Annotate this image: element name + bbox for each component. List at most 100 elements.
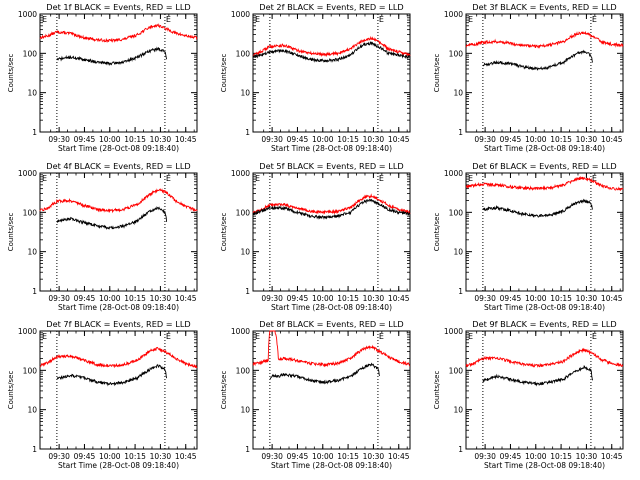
- panel-title: Det 6f BLACK = Events, RED = LLD: [472, 161, 616, 171]
- axes-frame: [252, 330, 411, 450]
- x-axis-label: Start Time (28-Oct-08 09:18:40): [484, 144, 605, 153]
- y-tick-label: 10: [27, 89, 37, 98]
- events-series-line: [252, 41, 411, 63]
- y-tick-label: 1: [458, 128, 463, 137]
- y-tick-label: 1000: [444, 169, 463, 178]
- x-tick-label: 10:00: [99, 135, 121, 144]
- x-axis-label: Start Time (28-Oct-08 09:18:40): [484, 303, 605, 312]
- y-axis-label: Counts/sec: [433, 213, 441, 252]
- panel-title: Det 8f BLACK = Events, RED = LLD: [259, 319, 403, 329]
- x-axis-label: Start Time (28-Oct-08 09:18:40): [58, 461, 179, 470]
- events-series-line: [269, 362, 381, 385]
- y-tick-label: 1000: [18, 10, 37, 19]
- marker-e-label: E: [592, 15, 597, 24]
- y-tick-label: 100: [236, 208, 251, 217]
- y-tick-label: 10: [240, 248, 250, 257]
- marker-e-label: E: [379, 174, 384, 183]
- axes-frame: [252, 13, 411, 133]
- x-tick-label: 09:30: [48, 294, 70, 303]
- y-axis-label: Counts/sec: [220, 213, 228, 252]
- y-axis-label: Counts/sec: [7, 371, 15, 410]
- y-tick-label: 1: [458, 287, 463, 296]
- y-tick-label: 100: [449, 366, 464, 375]
- panel-title: Det 3f BLACK = Events, RED = LLD: [472, 2, 616, 12]
- x-tick-label: 10:00: [312, 294, 334, 303]
- events-series-line: [482, 365, 594, 387]
- x-tick-label: 10:15: [337, 294, 359, 303]
- x-tick-label: 10:15: [124, 452, 146, 461]
- x-tick-label: 10:30: [150, 294, 172, 303]
- marker-e-label: E: [592, 332, 597, 341]
- y-tick-label: 100: [23, 49, 38, 58]
- x-tick-label: 09:30: [474, 452, 496, 461]
- panel-title: Det 5f BLACK = Events, RED = LLD: [259, 161, 403, 171]
- y-tick-label: 10: [27, 248, 37, 257]
- y-axis-label: Counts/sec: [7, 54, 15, 93]
- x-tick-label: 10:00: [99, 294, 121, 303]
- marker-e-label: E: [166, 332, 171, 341]
- lld-series-line: [465, 30, 624, 49]
- x-tick-label: 09:45: [500, 294, 522, 303]
- x-tick-label: 10:30: [363, 294, 385, 303]
- x-tick-label: 10:15: [337, 452, 359, 461]
- marker-e-label: E: [592, 174, 597, 183]
- y-tick-label: 10: [240, 406, 250, 415]
- y-tick-label: 100: [23, 366, 38, 375]
- x-tick-label: 09:45: [500, 452, 522, 461]
- panel-title: Det 1f BLACK = Events, RED = LLD: [46, 2, 190, 12]
- x-tick-label: 10:45: [601, 294, 623, 303]
- panel-det-9: Det 9f BLACK = Events, RED = LLD 1 10 100 10…: [433, 319, 624, 470]
- marker-e-label: E: [379, 332, 384, 341]
- y-tick-label: 1: [32, 128, 37, 137]
- y-tick-label: 10: [240, 89, 250, 98]
- lld-series-line: [39, 23, 198, 44]
- y-tick-label: 1000: [231, 327, 250, 336]
- x-axis-label: Start Time (28-Oct-08 09:18:40): [271, 461, 392, 470]
- x-tick-label: 09:30: [48, 135, 70, 144]
- x-tick-label: 10:15: [124, 135, 146, 144]
- marker-e-label: E: [255, 332, 260, 341]
- panel-title: Det 4f BLACK = Events, RED = LLD: [46, 161, 190, 171]
- panel-det-3: Det 3f BLACK = Events, RED = LLD 1 10 100 10…: [433, 2, 624, 153]
- x-tick-label: 09:45: [74, 452, 96, 461]
- x-tick-label: 10:45: [175, 452, 197, 461]
- y-tick-label: 1: [245, 128, 250, 137]
- x-tick-label: 10:00: [312, 135, 334, 144]
- y-tick-label: 1000: [231, 10, 250, 19]
- marker-e-label: E: [166, 174, 171, 183]
- x-tick-label: 09:30: [261, 452, 283, 461]
- y-axis-label: Counts/sec: [7, 213, 15, 252]
- x-tick-label: 09:30: [474, 135, 496, 144]
- y-axis-label: Counts/sec: [433, 54, 441, 93]
- y-tick-label: 1000: [231, 169, 250, 178]
- panel-title: Det 7f BLACK = Events, RED = LLD: [46, 319, 190, 329]
- marker-e-label: E: [468, 174, 473, 183]
- x-axis-label: Start Time (28-Oct-08 09:18:40): [58, 144, 179, 153]
- x-axis-label: Start Time (28-Oct-08 09:18:40): [271, 303, 392, 312]
- y-tick-label: 100: [23, 208, 38, 217]
- x-tick-label: 10:30: [576, 135, 598, 144]
- x-tick-label: 09:45: [500, 135, 522, 144]
- y-tick-label: 1: [245, 445, 250, 454]
- x-tick-label: 10:45: [388, 135, 410, 144]
- x-tick-label: 10:30: [576, 452, 598, 461]
- panel-det-8: Det 8f BLACK = Events, RED = LLD 1 10 100 10…: [220, 319, 411, 470]
- x-tick-label: 10:15: [550, 294, 572, 303]
- x-tick-label: 10:45: [388, 452, 410, 461]
- x-tick-label: 10:45: [388, 294, 410, 303]
- x-tick-label: 09:30: [261, 135, 283, 144]
- x-axis-label: Start Time (28-Oct-08 09:18:40): [58, 303, 179, 312]
- lld-series-line: [465, 175, 624, 191]
- axes-frame: [465, 172, 624, 292]
- axes-frame: [465, 13, 624, 133]
- y-tick-label: 1000: [18, 327, 37, 336]
- x-tick-label: 09:30: [474, 294, 496, 303]
- y-tick-label: 1: [245, 287, 250, 296]
- x-tick-label: 10:45: [175, 135, 197, 144]
- lld-series-line: [39, 346, 198, 369]
- marker-e-label: E: [379, 15, 384, 24]
- x-tick-label: 09:30: [48, 452, 70, 461]
- x-axis-label: Start Time (28-Oct-08 09:18:40): [484, 461, 605, 470]
- x-tick-label: 09:45: [74, 135, 96, 144]
